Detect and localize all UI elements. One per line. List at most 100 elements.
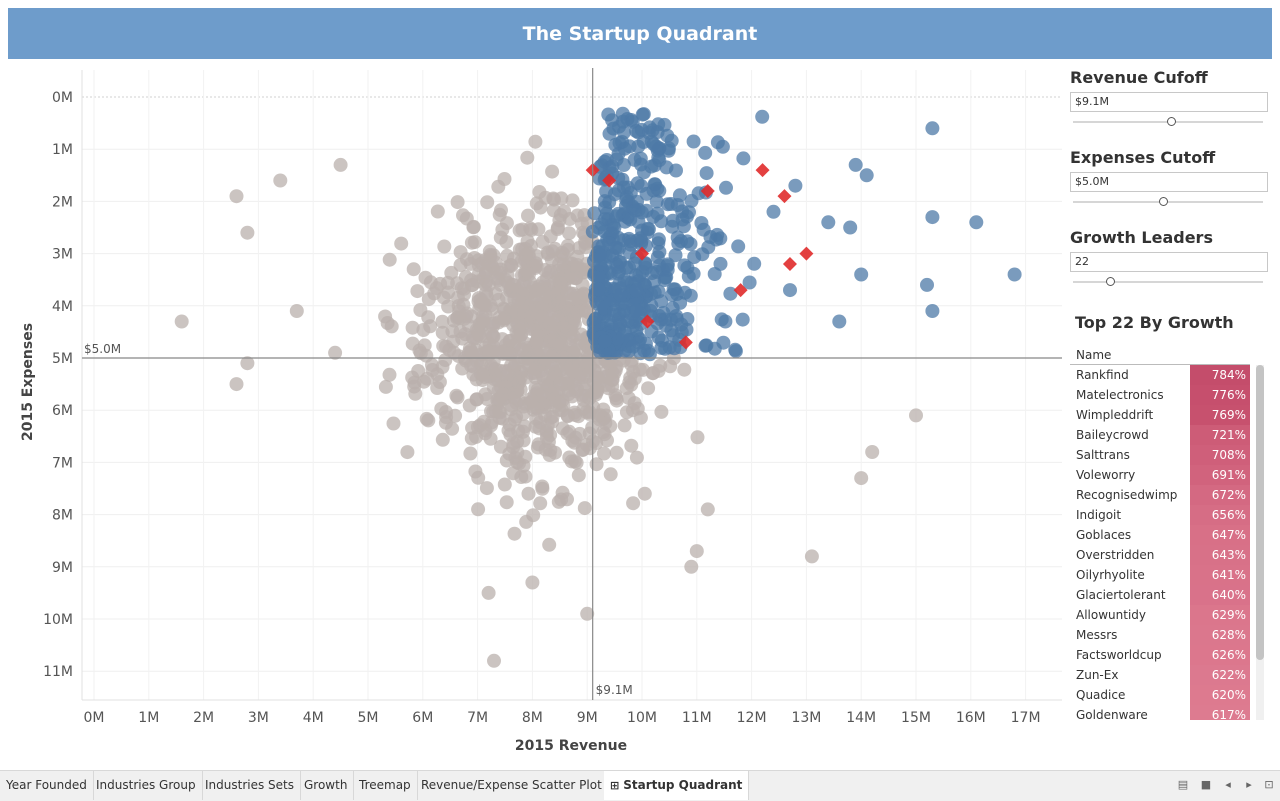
table-row[interactable]: Indigoit 656%: [1070, 505, 1250, 525]
table-row[interactable]: Voleworry 691%: [1070, 465, 1250, 485]
tab-industries-sets[interactable]: Industries Sets: [199, 771, 301, 800]
scatter-point: [600, 433, 614, 448]
quadrant-point: [644, 159, 659, 174]
scatter-point: [410, 284, 425, 299]
quadrant-point: [587, 206, 602, 221]
scatter-point: [545, 164, 560, 179]
scatter-chart[interactable]: 0M 1M 2M 3M 4M 5M 6M 7M 8M 9M 10M 11M 0M 1M 2M 3M 4M 5M 6M…: [0, 60, 1068, 765]
scatter-point: [570, 249, 585, 264]
scatter-point: [548, 445, 562, 460]
scatter-point: [553, 276, 568, 290]
table-row[interactable]: Oilyrhyolite 641%: [1070, 565, 1250, 585]
slider-handle[interactable]: [1106, 277, 1116, 286]
quadrant-point: [651, 236, 666, 251]
quadrant-point: [713, 256, 728, 271]
scatter-point: [542, 537, 557, 552]
growth-value: 620%: [1190, 685, 1250, 705]
growth-leader-point: [782, 257, 797, 272]
sheet-view-icon[interactable]: ■: [1200, 778, 1212, 791]
table-row[interactable]: Baileycrowd 721%: [1070, 425, 1250, 445]
next-icon[interactable]: ▸: [1246, 778, 1252, 791]
expenses-cutoff-input[interactable]: $5.0M: [1070, 172, 1268, 192]
table-row[interactable]: Salttrans 708%: [1070, 445, 1250, 465]
prev-icon[interactable]: ◂: [1225, 778, 1231, 791]
table-row[interactable]: Goldenware 617%: [1070, 705, 1250, 720]
x-tick-label: 17M: [1011, 710, 1041, 726]
tab-revenue-expense-scatter[interactable]: Revenue/Expense Scatter Plot: [415, 771, 609, 800]
company-name: Zun-Ex: [1076, 668, 1119, 682]
growth-value: 776%: [1190, 385, 1250, 405]
table-scrollbar[interactable]: [1256, 365, 1264, 720]
y-tick-label: 2M: [52, 194, 73, 210]
scrollbar-thumb[interactable]: [1256, 365, 1264, 660]
quadrant-point: [631, 214, 646, 229]
scatter-point: [491, 179, 506, 194]
quadrant-point: [650, 250, 665, 265]
slider-handle[interactable]: [1166, 117, 1176, 126]
growth-leaders-input[interactable]: 22: [1070, 252, 1268, 272]
revenue-cutoff-slider[interactable]: [1070, 115, 1266, 129]
slider-handle[interactable]: [1159, 197, 1169, 206]
scatter-point: [486, 380, 501, 395]
growth-value: 628%: [1190, 625, 1250, 645]
scatter-point: [417, 374, 431, 389]
top-growth-table[interactable]: Name Rankfind 784% Matelectronics 776% Wimpl…: [1070, 346, 1250, 720]
scatter-point: [574, 216, 589, 231]
scatter-point: [400, 445, 415, 460]
quadrant-point: [607, 187, 622, 202]
column-header-name[interactable]: Name: [1070, 346, 1250, 365]
revenue-cutoff-input[interactable]: $9.1M: [1070, 92, 1268, 112]
tab-year-founded[interactable]: Year Founded: [0, 771, 94, 800]
quadrant-point: [920, 277, 934, 292]
table-row[interactable]: Glaciertolerant 640%: [1070, 585, 1250, 605]
scatter-point: [504, 398, 519, 413]
present-icon[interactable]: ⊡: [1264, 778, 1274, 791]
scatter-point: [481, 585, 496, 600]
expenses-cutoff-slider[interactable]: [1070, 195, 1266, 209]
scatter-point: [439, 410, 454, 425]
table-row[interactable]: Messrs 628%: [1070, 625, 1250, 645]
table-row[interactable]: Wimpleddrift 769%: [1070, 405, 1250, 425]
dashboard-icon: ⊞: [610, 779, 620, 792]
quadrant-point: [619, 192, 634, 207]
scatter-point: [552, 295, 567, 310]
quadrant-point: [635, 107, 650, 122]
tab-startup-quadrant[interactable]: ⊞ Startup Quadrant: [604, 771, 750, 800]
tab-industries-group[interactable]: Industries Group: [90, 771, 203, 800]
grid-view-icon[interactable]: ▤: [1177, 778, 1189, 791]
table-row[interactable]: Matelectronics 776%: [1070, 385, 1250, 405]
growth-leaders-slider[interactable]: [1070, 275, 1266, 289]
quadrant-point: [684, 193, 699, 208]
scatter-point: [562, 226, 577, 241]
x-tick-label: 5M: [358, 710, 379, 726]
scatter-point: [492, 207, 507, 222]
table-row[interactable]: Overstridden 643%: [1070, 545, 1250, 565]
scatter-point: [522, 267, 536, 282]
tab-growth[interactable]: Growth: [298, 771, 355, 800]
scatter-point: [582, 426, 597, 441]
scatter-point: [539, 431, 554, 445]
scatter-point: [480, 195, 495, 210]
scatter-point: [378, 379, 393, 394]
scatter-point: [546, 203, 561, 218]
quadrant-point: [742, 275, 757, 290]
table-row[interactable]: Factsworldcup 626%: [1070, 645, 1250, 665]
scatter-point: [520, 150, 535, 165]
table-row[interactable]: Rankfind 784%: [1070, 365, 1250, 385]
table-row[interactable]: Goblaces 647%: [1070, 525, 1250, 545]
tab-treemap[interactable]: Treemap: [353, 771, 418, 800]
scatter-point: [417, 338, 432, 353]
table-row[interactable]: Recognisedwimp 672%: [1070, 485, 1250, 505]
table-row[interactable]: Zun-Ex 622%: [1070, 665, 1250, 685]
table-row[interactable]: Allowuntidy 629%: [1070, 605, 1250, 625]
quadrant-point: [843, 220, 858, 235]
scatter-point: [463, 446, 478, 461]
table-row[interactable]: Quadice 620%: [1070, 685, 1250, 705]
quadrant-point: [607, 220, 622, 235]
expenses-cutoff-control: Expenses Cutoff $5.0M: [1070, 148, 1270, 209]
quadrant-point: [654, 214, 669, 229]
y-tick-label: 1M: [52, 142, 73, 158]
scatter-point: [475, 373, 490, 388]
scatter-point: [394, 236, 409, 251]
y-tick-label: 4M: [52, 299, 73, 315]
